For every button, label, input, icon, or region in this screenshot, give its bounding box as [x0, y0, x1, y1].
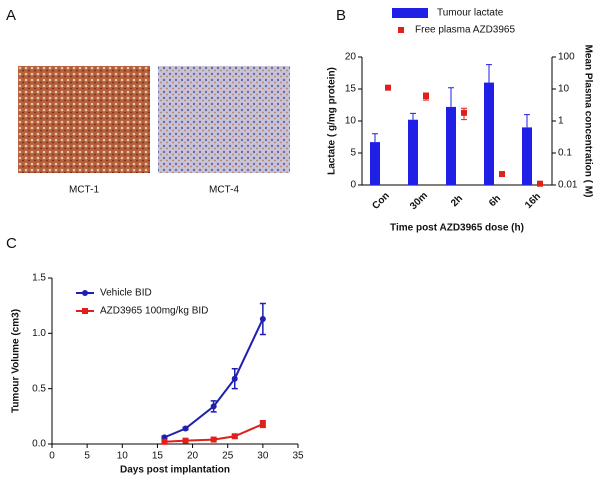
x-tick-label: 0: [49, 451, 55, 462]
y-tick-label: 1.5: [32, 273, 46, 284]
y2-tick-label: 10: [558, 84, 570, 95]
y-tick-label: 15: [345, 84, 357, 95]
x-tick-label: 6h: [487, 193, 503, 209]
image-mct4: [158, 66, 290, 173]
point: [182, 425, 189, 432]
image-caption: MCT-4: [209, 185, 239, 196]
panel-label: A: [6, 7, 16, 24]
point: [499, 171, 505, 178]
x-tick-label: 25: [222, 451, 234, 462]
line: [164, 318, 264, 439]
x-tick-label: 5: [84, 451, 90, 462]
x-tick-label: 15: [152, 451, 164, 462]
legend-label: Tumour lactate: [437, 8, 504, 19]
error-bar: [461, 107, 467, 121]
y-tick-label: 0: [350, 180, 356, 191]
error-bar: [410, 112, 416, 120]
error-bar: [448, 87, 454, 107]
x-tick-label: 16h: [523, 191, 543, 211]
x-axis-label: Days post implantation: [120, 465, 230, 476]
y-tick-label: 5: [350, 148, 356, 159]
y2-axis-label: Mean Plasma concentration ( M): [582, 45, 593, 198]
point: [231, 433, 238, 440]
y2-tick-label: 100: [558, 52, 575, 63]
error-bar: [524, 114, 530, 128]
bar: [408, 119, 418, 185]
x-tick-label: 30: [257, 451, 269, 462]
legend-label: AZD3965 100mg/kg BID: [100, 306, 208, 317]
legend-swatch: [398, 27, 404, 33]
x-tick-label: 30m: [408, 190, 430, 212]
point: [231, 375, 238, 382]
y-tick-label: 0.0: [32, 439, 46, 450]
point: [182, 437, 189, 444]
y2-tick-label: 1: [558, 116, 564, 127]
x-tick-label: 35: [292, 451, 304, 462]
error-bar: [423, 92, 429, 101]
legend-marker: [82, 308, 88, 314]
y-tick-label: 1.0: [32, 328, 46, 339]
legend-label: Free plasma AZD3965: [415, 25, 515, 36]
y-axis-label: Tumour Volume (cm3): [11, 309, 22, 413]
bar: [522, 127, 532, 185]
y-tick-label: 20: [345, 52, 357, 63]
y2-tick-label: 0.01: [558, 180, 578, 191]
error-bar: [486, 64, 492, 83]
bar: [484, 82, 494, 185]
point: [210, 436, 217, 443]
point: [210, 403, 217, 410]
y-axis-label: Lactate ( g/mg protein): [327, 67, 338, 175]
legend-swatch: [392, 8, 428, 18]
x-tick-label: 10: [117, 451, 129, 462]
point: [259, 421, 266, 428]
y2-tick-label: 0.1: [558, 148, 572, 159]
bar: [370, 142, 380, 185]
y-tick-label: 10: [345, 116, 357, 127]
legend-marker: [82, 290, 88, 296]
error-bar: [372, 133, 378, 143]
point: [161, 438, 168, 445]
panel-label: C: [6, 235, 17, 252]
point: [385, 84, 391, 91]
legend-label: Vehicle BID: [100, 288, 152, 299]
x-axis-label: Time post AZD3965 dose (h): [390, 223, 524, 234]
point: [259, 315, 266, 322]
image-caption: MCT-1: [69, 185, 99, 196]
image-mct1: [18, 66, 150, 173]
x-tick-label: 2h: [449, 193, 465, 209]
x-tick-label: 20: [187, 451, 199, 462]
point: [537, 180, 543, 187]
bar: [446, 106, 456, 185]
panel-label: B: [336, 7, 346, 24]
y-tick-label: 0.5: [32, 383, 46, 394]
x-tick-label: Con: [370, 190, 392, 212]
